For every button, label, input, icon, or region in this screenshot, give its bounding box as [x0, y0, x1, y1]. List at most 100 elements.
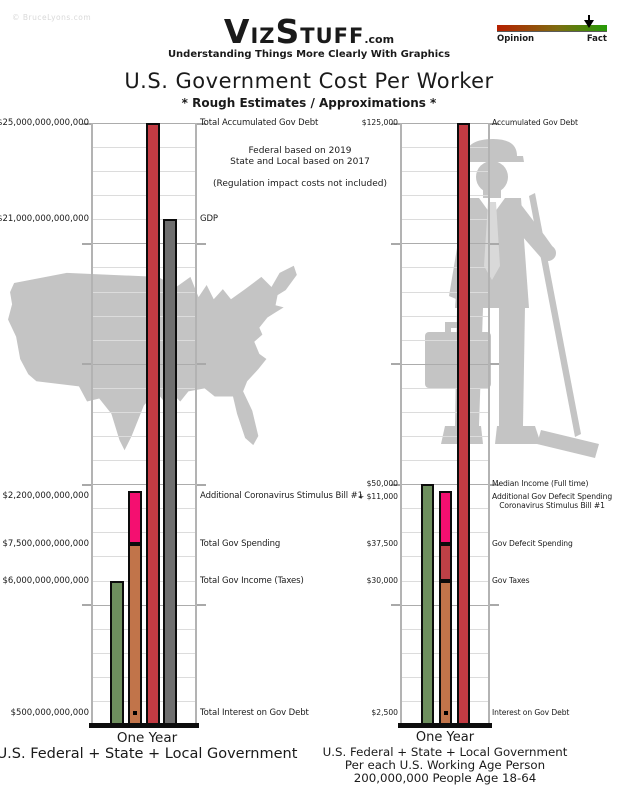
gridline: [402, 315, 488, 317]
axis-value-label: $2,500: [371, 707, 398, 717]
gridline: [93, 315, 195, 317]
series-label: Total Interest on Gov Debt: [200, 708, 309, 718]
series-label-line: GDP: [200, 214, 218, 225]
axis-value-label: $37,500: [366, 539, 398, 549]
chart-caption-line: U.S. Federal + State + Local Government: [0, 746, 298, 763]
series-label-line: Gov Defecit Spending: [492, 539, 573, 549]
gridline: [93, 508, 195, 510]
gridline: [93, 243, 195, 245]
total-accumulated-gov-debt-bar-segment: [146, 123, 160, 727]
gridline: [93, 676, 195, 678]
gridline: [93, 171, 195, 173]
axis-tick: [490, 363, 499, 366]
axis-tick: [490, 242, 499, 245]
chart-caption-line: U.S. Federal + State + Local Government: [322, 744, 568, 759]
gridline: [93, 436, 195, 438]
site-logo: VIZSTUFF.com: [149, 12, 469, 51]
series-label: Gov Defecit Spending: [492, 539, 573, 548]
series-label: Gov Taxes: [492, 576, 530, 585]
chart-frame-right-edge: [488, 123, 490, 723]
series-label: Interest on Gov Debt: [492, 708, 569, 717]
axis-tick: [82, 604, 91, 607]
series-label-line: Accumulated Gov Debt: [492, 118, 578, 127]
gridline: [93, 411, 195, 413]
gridline: [402, 387, 488, 389]
gauge-fact-label: Fact: [586, 34, 607, 44]
total-gov-income-bar-segment: [110, 580, 124, 727]
note-line: State and Local based on 2017: [230, 156, 370, 167]
gridline: [402, 147, 488, 149]
gauge-marker-stem: [588, 15, 590, 21]
gridline: [93, 628, 195, 630]
gridline: [93, 556, 195, 558]
series-label-line: Total Gov Spending: [200, 539, 281, 550]
axis-tick: [490, 122, 499, 125]
axis-value-label: $7,500,000,000,000: [2, 539, 89, 550]
axis-tick: [197, 604, 206, 607]
series-label: Additional Gov Defecit Spending Coronavir…: [492, 492, 612, 510]
axis-tick: [391, 483, 400, 486]
axis-value-label: $30,000: [366, 575, 398, 585]
chart-frame-right-edge: [195, 123, 197, 723]
gridline: [93, 219, 195, 221]
page-title: U.S. Government Cost Per Worker: [124, 69, 494, 93]
axis-tick: [391, 122, 400, 125]
axis-value-label: + $2,200,000,000,000: [0, 491, 89, 502]
logo-letters: TUFF: [300, 24, 365, 48]
gridline: [402, 171, 488, 173]
gridline: [402, 291, 488, 293]
logo-letters: IZ: [250, 24, 276, 48]
axis-tick: [490, 604, 499, 607]
gridline: [93, 267, 195, 269]
series-label: Accumulated Gov Debt: [492, 118, 578, 127]
gridline: [93, 460, 195, 462]
axis-tick: [391, 242, 400, 245]
chart-caption-line: 200,000,000 People Age 18-64: [353, 770, 537, 785]
gov-spending-stack-bar-segment: [439, 491, 452, 545]
logo-letter: V: [223, 12, 251, 51]
chart-caption-line: One Year: [116, 730, 178, 746]
gridline: [93, 363, 195, 365]
chart-notes: Federal based on 2019 State and Local ba…: [205, 146, 395, 190]
chart-caption-line: One Year: [415, 730, 475, 745]
gridline: [402, 123, 488, 124]
series-label: Additional Coronavirus Stimulus Bill #1: [200, 491, 363, 501]
axis-value-label: $50,000: [366, 479, 398, 489]
gridline: [402, 219, 488, 221]
gov-spending-stack-bar-segment: [439, 544, 452, 581]
series-label: Total Gov Income (Taxes): [200, 576, 304, 586]
total-gov-spending-bar-segment: [128, 544, 142, 727]
gridline: [93, 123, 195, 124]
axis-tick: [82, 242, 91, 245]
gridline: [402, 484, 488, 486]
gdp-bar-segment: [163, 219, 177, 727]
gridline: [93, 339, 195, 341]
gridline: [402, 267, 488, 269]
series-label: Total Accumulated Gov Debt: [200, 118, 318, 128]
gridline: [402, 436, 488, 438]
site-tagline: Understanding Things More Clearly With G…: [167, 49, 451, 60]
series-label-line: Additional Coronavirus Stimulus Bill #1: [200, 491, 363, 502]
gridline: [402, 339, 488, 341]
hard-hat-icon: [460, 139, 524, 162]
us-government-totals-caption: One Year U.S. Federal + State + Local Gov…: [0, 730, 317, 763]
series-label-line: Interest on Gov Debt: [492, 707, 570, 717]
opinion-fact-gauge: [497, 25, 607, 32]
gridline: [93, 195, 195, 197]
gridline: [93, 291, 195, 293]
gridline: [402, 363, 488, 365]
axis-tick: [82, 122, 91, 125]
chart-frame-left-edge: [400, 123, 402, 723]
axis-tick: [391, 363, 400, 366]
axis-value-label: $6,000,000,000,000: [2, 575, 89, 586]
per-worker-caption: One Year U.S. Federal + State + Local Gov…: [275, 730, 615, 785]
series-label-line: Median Income (Full time): [492, 479, 589, 489]
gridline: [93, 652, 195, 654]
page-subtitle: * Rough Estimates / Approximations *: [181, 96, 437, 110]
axis-tick: [197, 242, 206, 245]
gridline: [402, 243, 488, 245]
accumulated-gov-debt-bar-segment: [457, 123, 470, 727]
axis-tick: [490, 483, 499, 486]
axis-value-label: $21,000,000,000,000: [0, 214, 89, 225]
